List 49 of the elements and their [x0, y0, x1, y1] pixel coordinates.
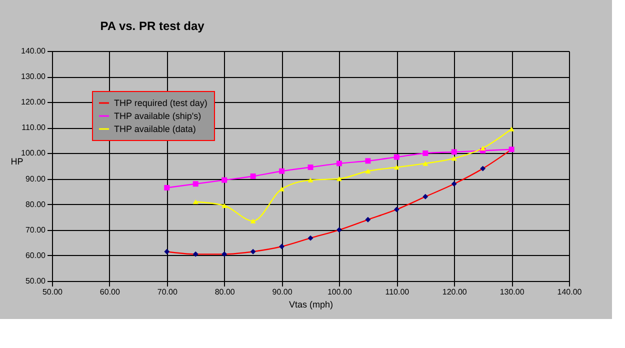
y-tick-label: 120.00 [21, 98, 46, 107]
point [164, 184, 170, 190]
y-tick-label: 110.00 [22, 123, 46, 132]
point [222, 203, 228, 208]
point [394, 154, 400, 160]
point [308, 164, 314, 170]
point [192, 181, 198, 187]
x-axis-title: Vtas (mph) [288, 300, 334, 310]
legend-label: THP available (ship's) [114, 111, 202, 121]
x-tick-label: 90.00 [272, 288, 293, 296]
point [192, 199, 198, 204]
x-tick-label: 50.00 [42, 288, 64, 296]
point [250, 218, 256, 224]
y-tick-label: 50.00 [25, 276, 46, 286]
point [394, 164, 400, 170]
y-tick-label: 80.00 [25, 200, 46, 209]
x-tick-label: 80.00 [214, 288, 236, 296]
chart-title: PA vs. PR test day [100, 19, 205, 33]
x-tick-label: 100.00 [327, 288, 353, 296]
x-tick-label: 120.00 [442, 288, 468, 296]
legend-label: THP required (test day) [114, 98, 208, 108]
point [336, 160, 342, 166]
y-tick-label: 140.00 [21, 46, 46, 56]
point [451, 149, 457, 155]
point [279, 186, 285, 192]
point [451, 156, 457, 161]
point [422, 150, 428, 156]
x-tick-label: 60.00 [100, 288, 120, 296]
point [422, 161, 428, 166]
y-tick-label: 70.00 [25, 225, 46, 234]
y-tick-label: 90.00 [25, 174, 46, 184]
x-tick-label: 70.00 [157, 288, 178, 296]
y-tick-label: 60.00 [25, 250, 46, 260]
legend-label: THP available (data) [114, 124, 196, 134]
point [365, 168, 371, 174]
point [508, 126, 514, 132]
x-tick-label: 140.00 [557, 288, 582, 296]
point [336, 176, 342, 182]
point [365, 158, 371, 164]
y-tick-label: 130.00 [21, 72, 46, 82]
point [222, 177, 228, 183]
x-tick-label: 110.00 [385, 288, 410, 296]
y-axis-title: HP [10, 156, 24, 166]
x-tick-label: 130.00 [500, 288, 525, 296]
point [279, 168, 285, 174]
point [480, 146, 486, 150]
point [308, 178, 314, 182]
point [250, 173, 256, 179]
y-tick-label: 100.00 [21, 148, 46, 158]
